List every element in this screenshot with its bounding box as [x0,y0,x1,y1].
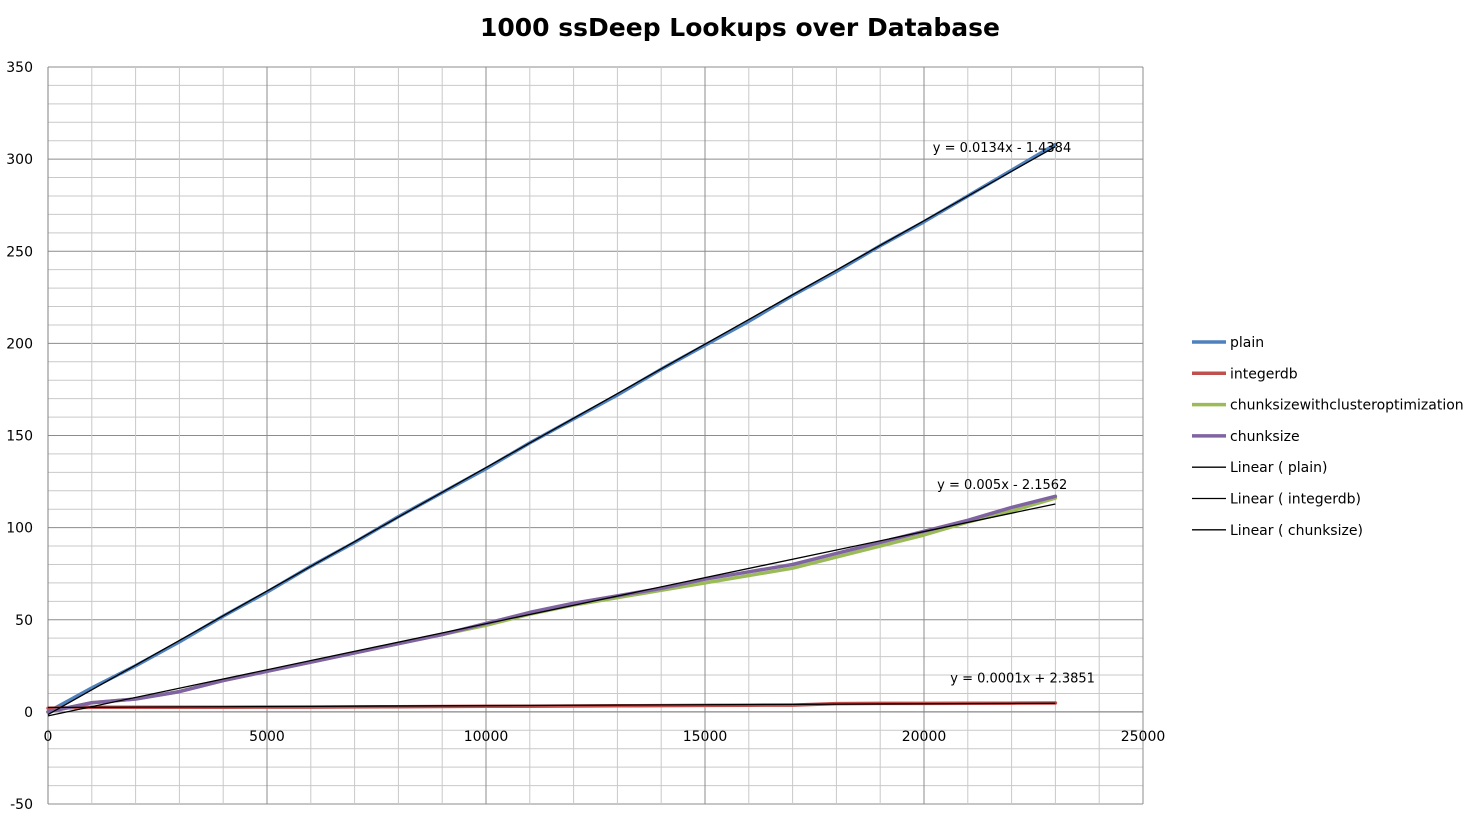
legend-label: Linear ( integerdb) [1230,492,1361,508]
y-tick-label: -50 [10,797,33,813]
chart-title: 1000 ssDeep Lookups over Database [480,13,1000,42]
legend-label: chunksizewithclusteroptimization [1230,398,1464,414]
grid [47,66,1144,805]
trendline [47,146,1056,716]
y-tick-label: 0 [24,705,33,721]
legend-label: plain [1230,335,1264,351]
y-tick-label: 50 [15,613,33,629]
x-tick-label: 15000 [683,729,728,745]
legend-item: Linear ( chunksize) [1192,523,1363,539]
legend-label: Linear ( chunksize) [1230,523,1363,539]
y-tick-label: 350 [6,60,33,76]
y-tick-label: 200 [6,336,33,352]
trendline-equation: y = 0.0001x + 2.3851 [950,671,1095,686]
legend-label: integerdb [1230,366,1298,382]
x-tick-label: 25000 [1121,729,1166,745]
plot-area: -50 0 50 100 150 200 250 300 350 0 5000 10000 15000 2… [6,60,1165,813]
series-line-plain [46,142,1058,714]
trendline-layer [47,146,1056,717]
legend-item: integerdb [1192,366,1298,382]
trendline-equation: y = 0.0134x - 1.4384 [933,141,1071,156]
y-tick-label: 100 [6,521,33,537]
y-tick-label: 150 [6,429,33,445]
x-tick-label: 10000 [464,729,509,745]
y-tick-label: 250 [6,244,33,260]
x-tick-label: 5000 [249,729,285,745]
legend: plain integerdb chunksizewithclusteroptimi… [1192,335,1464,539]
trendline [47,702,1056,709]
y-tick-label: 300 [6,152,33,168]
x-tick-label: 0 [44,729,53,745]
legend-item: Linear ( plain) [1192,460,1327,476]
series-line-chunksize [46,494,1058,714]
axes: -50 0 50 100 150 200 250 300 350 0 5000 10000 15000 2… [6,60,1165,813]
trendline-equation-layer: y = 0.0134x - 1.4384 y = 0.0001x + 2.3851… [933,141,1095,687]
series-layer [46,142,1058,714]
legend-item: plain [1192,335,1264,351]
legend-item: Linear ( integerdb) [1192,492,1361,508]
trendline-equation: y = 0.005x - 2.1562 [937,478,1067,493]
legend-item: chunksize [1192,429,1300,445]
x-tick-label: 20000 [902,729,947,745]
legend-label: Linear ( plain) [1230,460,1327,476]
legend-label: chunksize [1230,429,1300,445]
series-line-chunksizewithclusteroptimization [46,496,1058,714]
legend-item: chunksizewithclusteroptimization [1192,398,1464,414]
trendline [47,503,1056,717]
